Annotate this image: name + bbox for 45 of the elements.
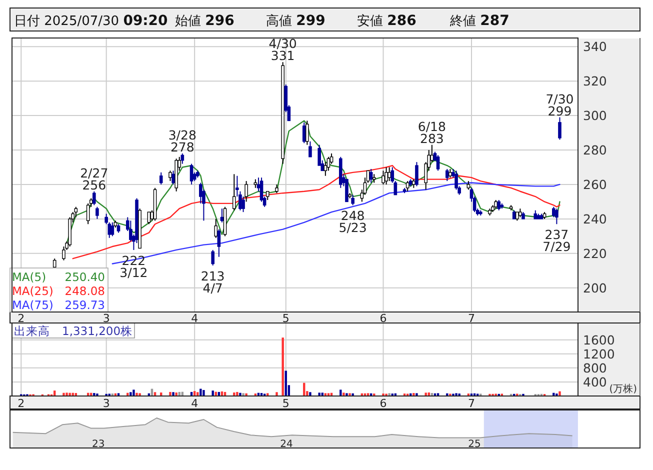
- y-tick-label: 1600: [583, 332, 615, 348]
- text: 終値 287: [449, 13, 510, 29]
- annotation: 2/27 256: [80, 165, 108, 192]
- annotation: 7/30 299: [546, 91, 574, 118]
- x-tick-label: 24: [280, 439, 293, 450]
- x-tick-label: 23: [92, 439, 105, 450]
- x-tick-label: 2: [18, 397, 25, 410]
- annotation: 213 4/7: [200, 268, 225, 296]
- text: 安値 286: [357, 13, 416, 29]
- y-tick-label: 260: [583, 176, 607, 192]
- y-tick-label: 340: [583, 39, 607, 54]
- y-tick-label: 300: [583, 108, 607, 124]
- y-tick-label: 1200: [583, 346, 615, 362]
- x-tick-label: 3: [102, 397, 110, 410]
- annotation: 3/28 278: [168, 127, 196, 154]
- x-tick-label: 5: [282, 312, 290, 325]
- x-tick-label: 4: [191, 397, 198, 410]
- x-tick-label: 4: [191, 312, 198, 325]
- y-tick-label: 220: [583, 246, 607, 261]
- x-tick-label: 5: [282, 397, 290, 410]
- text: MA(25) 248.08: [12, 284, 105, 298]
- y-tick-label: 240: [583, 211, 607, 226]
- annotation: 248 5/23: [338, 208, 367, 236]
- x-tick-label: 7: [468, 397, 475, 410]
- x-tick-label: 7: [468, 312, 475, 325]
- text: 高値 299: [266, 13, 326, 29]
- x-tick-label: 6: [380, 397, 387, 410]
- y-axis-title: (万株): [609, 383, 638, 395]
- annotation: 4/30 331: [268, 36, 297, 64]
- y-tick-label: 280: [583, 142, 607, 158]
- text: MA(75) 259.73: [12, 298, 105, 312]
- text: 始値 296: [175, 13, 234, 29]
- x-tick-label: 25: [468, 439, 481, 450]
- text: MA(5) 250.40: [12, 270, 105, 284]
- x-tick-label: 6: [380, 312, 387, 325]
- annotation: 6/18 283: [418, 118, 446, 146]
- y-tick-label: 400: [583, 374, 607, 390]
- y-tick-label: 320: [583, 74, 607, 89]
- y-tick-label: 200: [583, 280, 607, 296]
- chart-title: 出来高 1,331,200株: [14, 324, 133, 338]
- annotation: 237 7/29: [542, 227, 571, 254]
- y-tick-label: 800: [583, 360, 607, 376]
- text: 日付 2025/07/30 09:20: [14, 13, 168, 29]
- x-tick-label: 3: [102, 312, 110, 325]
- x-tick-label: 2: [18, 312, 25, 325]
